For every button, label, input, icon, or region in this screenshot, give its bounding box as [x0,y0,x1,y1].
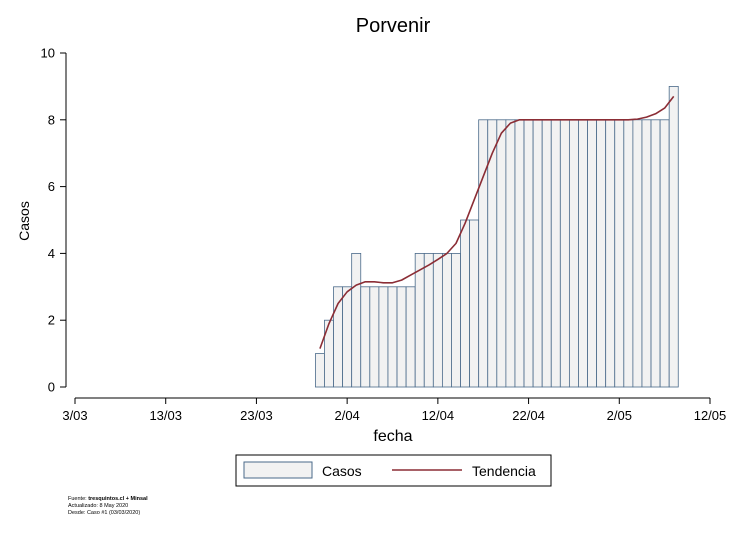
bar [505,119,516,388]
bar [478,119,489,388]
legend-label-tendencia: Tendencia [472,463,536,479]
bar [423,252,434,388]
legend: Casos Tendencia [235,454,552,487]
bar [532,119,543,388]
x-tick-label: 2/04 [334,408,359,423]
bar [523,119,534,388]
bar [605,119,616,388]
bar [578,119,588,388]
bar [441,252,452,388]
bar [351,252,362,388]
bar [496,119,507,388]
bar [596,119,607,388]
since-line: Desde: Caso #1 (03/03/2020) [68,510,141,516]
y-tick-label: 10 [41,46,55,61]
bar [650,119,661,388]
bar [541,119,552,388]
bar [623,119,634,388]
bar [460,219,471,388]
source-line: Fuente: tresquintos.cl + Minsal [68,496,148,503]
bar [469,219,480,388]
bar [451,252,461,388]
x-tick-label: 3/03 [62,408,87,423]
bar [514,119,525,388]
bar [614,119,625,388]
x-tick-label: 23/03 [240,408,273,423]
bar [405,286,416,388]
bar [587,119,598,388]
bar [550,119,561,388]
y-tick-label: 8 [48,112,55,127]
trend-line [319,95,675,349]
x-axis-label: fecha [373,428,412,445]
source-name: tresquintos.cl + Minsal [88,496,148,502]
bar [659,119,670,388]
bar [668,86,679,388]
legend-swatch-casos [243,461,313,479]
bar [360,286,371,388]
trend-series [319,95,675,349]
x-tick-label: 22/04 [512,408,545,423]
chart-title: Porvenir [356,15,431,37]
y-tick-label: 2 [48,313,55,328]
legend-label-casos: Casos [322,463,362,479]
bar [632,119,643,388]
x-tick-label: 2/05 [607,408,632,423]
y-axis-label: Casos [16,201,32,241]
y-tick-label: 0 [48,380,55,395]
x-tick-label: 12/04 [422,408,455,423]
bar [342,286,353,388]
bar [559,119,570,388]
source-footer: Fuente: tresquintos.cl + Minsal Actualiz… [68,496,148,517]
source-prefix: Fuente: [68,496,89,502]
x-tick-label: 13/03 [149,408,182,423]
x-axis: 3/03 13/03 23/03 2/04 12/04 22/04 2/05 12/05 [62,397,727,423]
updated-line: Actualizado: 8 May 2020 [68,503,129,509]
bar [369,286,380,388]
y-axis: 0 2 4 6 8 10 [41,46,67,395]
bar [414,252,425,388]
bar-series [314,86,679,388]
bar [396,286,407,388]
y-tick-label: 4 [48,246,55,261]
y-tick-label: 6 [48,179,55,194]
bar [333,286,344,388]
bar [314,353,325,388]
bar [568,119,579,388]
bar [641,119,652,388]
x-tick-label: 12/05 [694,408,727,423]
bar [378,286,389,388]
bar [387,286,398,388]
bar [432,252,443,388]
